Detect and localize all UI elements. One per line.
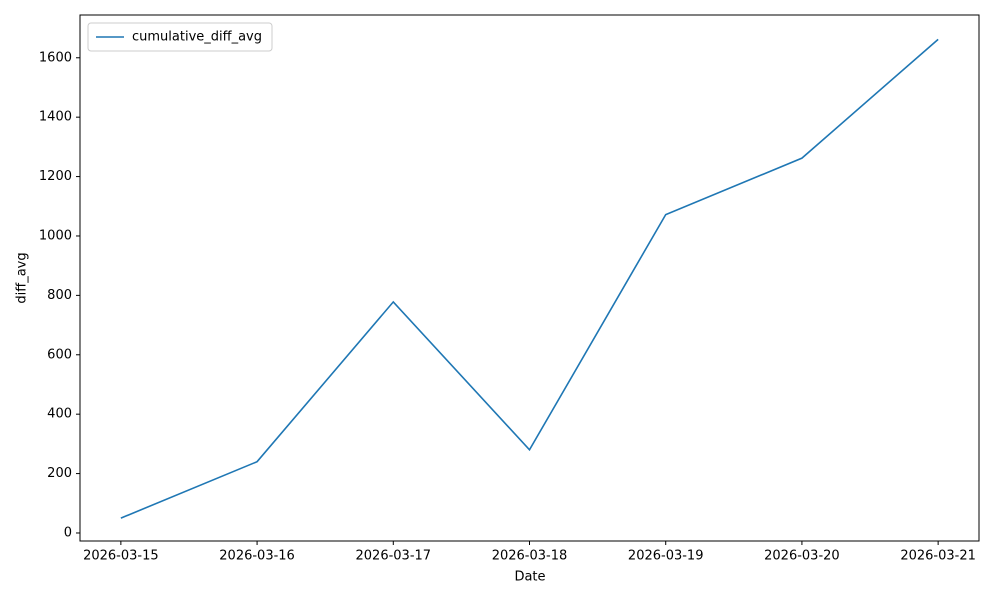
y-tick-label: 200 (47, 466, 72, 481)
y-tick-label: 0 (64, 525, 72, 540)
x-axis-label: Date (514, 570, 545, 585)
x-tick-label: 2026-03-16 (219, 549, 295, 564)
y-tick-label: 1200 (39, 169, 72, 184)
y-tick-label: 1000 (39, 228, 72, 243)
x-tick-label: 2026-03-20 (764, 549, 840, 564)
plot-frame (79, 14, 980, 542)
x-tick-label: 2026-03-17 (356, 549, 432, 564)
line (120, 38, 939, 519)
y-axis-label: diff_avg (15, 252, 30, 303)
x-tick-label: 2026-03-19 (628, 549, 704, 564)
y-tick-label: 1400 (39, 110, 72, 125)
legend-label: cumulative_diff_avg (132, 30, 262, 45)
x-tick-label: 2026-03-18 (492, 549, 568, 564)
x-tick-label: 2026-03-21 (900, 549, 976, 564)
legend-box (87, 22, 273, 52)
y-tick-label: 400 (47, 407, 72, 422)
y-tick-label: 1600 (39, 50, 72, 65)
y-tick-label: 600 (47, 347, 72, 362)
x-tick-label: 2026-03-15 (83, 549, 159, 564)
y-tick-label: 800 (47, 288, 72, 303)
